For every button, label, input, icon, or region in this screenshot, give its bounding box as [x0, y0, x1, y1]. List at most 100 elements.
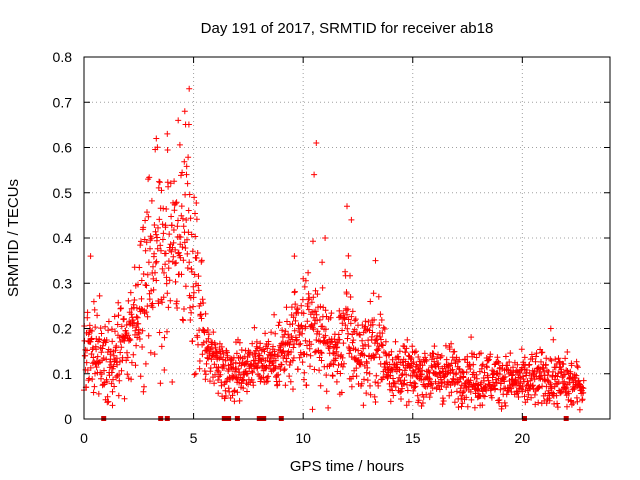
data-point — [411, 384, 418, 391]
data-point — [508, 389, 515, 395]
data-point — [327, 314, 334, 321]
data-point — [162, 250, 169, 257]
data-point — [203, 360, 210, 367]
data-point — [257, 340, 264, 347]
data-point — [369, 321, 376, 328]
data-point — [244, 370, 251, 377]
data-point — [341, 360, 347, 367]
data-point — [115, 299, 122, 306]
data-point — [338, 351, 345, 358]
data-point — [398, 396, 404, 402]
data-point — [270, 343, 276, 350]
data-point — [244, 388, 250, 395]
data-point — [156, 179, 163, 186]
data-point — [110, 363, 117, 370]
data-point — [168, 222, 175, 229]
data-point — [290, 386, 296, 393]
data-point — [401, 377, 408, 384]
data-point — [542, 361, 549, 368]
data-point — [323, 388, 330, 395]
data-point — [563, 384, 570, 391]
data-point — [345, 330, 352, 337]
data-point — [87, 364, 94, 371]
data-point — [500, 374, 507, 381]
data-point — [161, 367, 168, 373]
data-point — [290, 344, 297, 351]
data-point — [493, 379, 500, 386]
data-point — [183, 217, 190, 223]
data-point — [288, 304, 295, 311]
data-point — [308, 299, 315, 306]
data-point — [167, 241, 174, 248]
data-point — [144, 303, 151, 310]
data-point — [318, 350, 325, 357]
data-point — [344, 335, 351, 342]
data-point — [527, 377, 534, 384]
data-point — [93, 346, 100, 353]
data-point — [277, 344, 284, 351]
data-point — [97, 325, 104, 332]
data-point — [468, 396, 475, 403]
data-point — [546, 397, 553, 404]
data-point — [574, 364, 581, 371]
data-point — [339, 354, 346, 361]
data-point — [194, 334, 201, 341]
data-point — [360, 345, 367, 352]
data-point — [88, 328, 95, 334]
data-point — [128, 359, 135, 366]
data-point — [115, 312, 122, 319]
data-point — [290, 314, 297, 321]
data-point — [177, 234, 184, 241]
data-point — [200, 300, 207, 306]
data-point — [232, 359, 239, 366]
data-point — [305, 269, 312, 276]
data-point — [484, 364, 490, 371]
data-point — [404, 381, 410, 388]
data-point — [164, 130, 171, 137]
data-point — [367, 298, 374, 305]
data-point — [160, 230, 167, 237]
data-point — [193, 255, 200, 261]
data-point — [262, 365, 269, 372]
data-point — [104, 393, 111, 400]
data-point — [180, 317, 187, 324]
data-point — [250, 382, 257, 389]
data-point — [153, 258, 160, 265]
data-point — [187, 215, 194, 222]
data-point — [280, 348, 287, 354]
data-point — [172, 200, 179, 207]
data-point — [98, 371, 105, 378]
data-point — [171, 178, 178, 185]
data-point — [554, 373, 561, 380]
data-point — [275, 353, 281, 360]
data-point — [90, 298, 97, 305]
data-point — [316, 331, 323, 338]
data-point — [160, 294, 167, 301]
data-point — [88, 351, 95, 357]
data-point — [191, 271, 198, 278]
data-point — [431, 343, 438, 350]
data-point — [449, 366, 456, 373]
data-point — [113, 343, 120, 349]
data-point — [184, 236, 190, 243]
data-point — [83, 359, 90, 366]
data-point — [352, 316, 359, 323]
data-point — [408, 355, 415, 361]
data-point — [145, 213, 152, 220]
data-point — [249, 369, 256, 376]
data-point — [164, 328, 170, 335]
data-point — [281, 367, 287, 374]
data-point — [133, 305, 140, 311]
data-point — [430, 350, 437, 357]
data-point — [247, 349, 253, 356]
data-point — [135, 320, 142, 327]
data-point — [152, 269, 158, 276]
data-point — [554, 404, 561, 411]
data-point — [118, 323, 125, 330]
data-point — [343, 290, 350, 297]
data-point — [279, 348, 286, 355]
data-point — [158, 247, 164, 254]
chart-title: Day 191 of 2017, SRMTID for receiver ab1… — [201, 20, 494, 37]
data-point — [437, 369, 444, 376]
data-point — [473, 354, 480, 361]
